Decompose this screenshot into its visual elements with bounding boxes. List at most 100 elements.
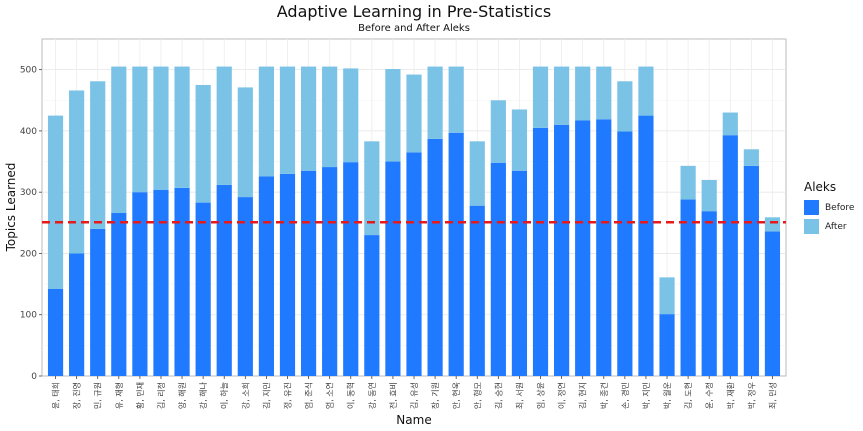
legend: Aleks Before After [804, 180, 854, 236]
bar-after [237, 87, 253, 198]
bar-before [90, 228, 106, 376]
bar-after [111, 66, 127, 214]
bar-after [722, 112, 738, 136]
bar-after [701, 179, 717, 212]
chart-subtitle: Before and After Aleks [358, 23, 470, 34]
bar-after [174, 66, 190, 188]
x-tick-label: 박, 재환 [725, 381, 735, 409]
bar-before [427, 138, 443, 376]
x-tick-label: 이, 동혁 [346, 382, 356, 409]
bar-before [575, 120, 591, 376]
legend-swatch-after [804, 219, 819, 234]
x-tick-label: 최, 서원 [514, 382, 524, 409]
bar-before [69, 253, 85, 376]
bar-after [680, 165, 696, 200]
bar-after [343, 68, 359, 163]
x-tick-label: 최, 민성 [767, 382, 777, 409]
bar-after [47, 115, 64, 289]
legend-label-after: After [825, 221, 847, 232]
bar-before [532, 127, 549, 376]
bar-before [385, 161, 401, 376]
bar-before [153, 189, 169, 376]
bar-before [554, 124, 570, 376]
x-tick-label: 김, 지민 [261, 382, 271, 409]
y-tick-label: 100 [20, 311, 37, 321]
bar-after [743, 149, 759, 166]
y-tick-label: 200 [20, 249, 37, 259]
x-tick-label: 엄, 준식 [304, 382, 314, 409]
x-tick-label: 강, 동연 [367, 382, 377, 409]
bar-before [701, 211, 717, 376]
bar-after [490, 100, 506, 163]
bar-after [195, 84, 211, 203]
bar-after [659, 277, 675, 315]
bar-before [596, 119, 612, 376]
y-tick-label: 0 [31, 372, 37, 382]
bar-after [575, 66, 591, 121]
bar-before [300, 170, 317, 376]
bar-before [174, 187, 190, 376]
bar-after [448, 66, 464, 133]
x-tick-label: 손, 경민 [620, 382, 630, 409]
x-tick-label: 박, 지민 [641, 382, 651, 409]
bar-before [343, 162, 359, 376]
bar-after [216, 66, 232, 185]
x-tick-label: 박, 종건 [599, 382, 609, 409]
bar-before [764, 231, 781, 376]
bar-after [69, 90, 85, 254]
x-tick-label: 박, 월운 [662, 382, 672, 409]
legend-label-before: Before [825, 202, 855, 213]
bar-after [90, 81, 106, 229]
bar-after [258, 66, 274, 177]
x-tick-label: 임, 상윤 [536, 382, 546, 409]
bar-after [406, 74, 422, 153]
x-tick-label: 장, 진영 [72, 382, 82, 409]
bar-before [680, 199, 696, 376]
bar-after [385, 69, 401, 162]
x-tick-label: 김, 승현 [493, 382, 503, 409]
bar-before [617, 131, 633, 376]
x-tick-label: 양, 해원 [177, 382, 187, 409]
x-tick-label: 김, 도현 [683, 382, 693, 409]
bar-before [195, 202, 211, 376]
bar-after [469, 141, 485, 206]
x-tick-label: 유, 재형 [115, 382, 124, 409]
legend-title: Aleks [804, 180, 837, 194]
bar-before [511, 170, 528, 376]
bar-before [111, 213, 127, 376]
y-axis-label: Topics Learned [4, 163, 18, 253]
bar-after [764, 217, 781, 232]
x-tick-label: 김, 현지 [578, 382, 588, 409]
bar-after [322, 66, 338, 168]
x-tick-label: 안, 현욱 [451, 382, 461, 409]
legend-item-after: After [804, 217, 854, 236]
bar-before [638, 115, 654, 376]
bar-before [469, 205, 485, 376]
x-tick-label: 강, 소희 [240, 382, 250, 409]
bar-after [279, 66, 296, 174]
x-tick-label: 엄, 소연 [325, 382, 335, 409]
bar-before [743, 165, 759, 376]
x-tick-label: 이, 정연 [557, 382, 567, 409]
bar-before [322, 167, 338, 376]
bar-before [216, 184, 232, 376]
x-tick-label: 김, 리정 [156, 382, 166, 409]
x-axis: 윤, 태희 장, 진영 민, 규원 유, 재형 황, 민재 김, 리정 양, 해원 강, 해나… [51, 376, 777, 409]
bars [47, 66, 781, 376]
bar-after [532, 66, 549, 128]
x-tick-label: 황, 민재 [135, 382, 145, 409]
x-tick-label: 전, 효비 [388, 382, 398, 409]
bar-before [722, 135, 738, 376]
y-tick-label: 300 [20, 188, 37, 198]
bar-after [364, 141, 380, 236]
x-tick-label: 이, 하늘 [219, 382, 229, 409]
bar-before [279, 173, 296, 376]
bar-after [554, 66, 570, 125]
x-tick-label: 장, 기원 [430, 382, 440, 409]
bar-after [132, 66, 148, 193]
bar-before [406, 152, 422, 376]
bar-before [132, 192, 148, 376]
x-tick-label: 안, 형모 [472, 382, 482, 409]
bar-after [427, 66, 443, 139]
